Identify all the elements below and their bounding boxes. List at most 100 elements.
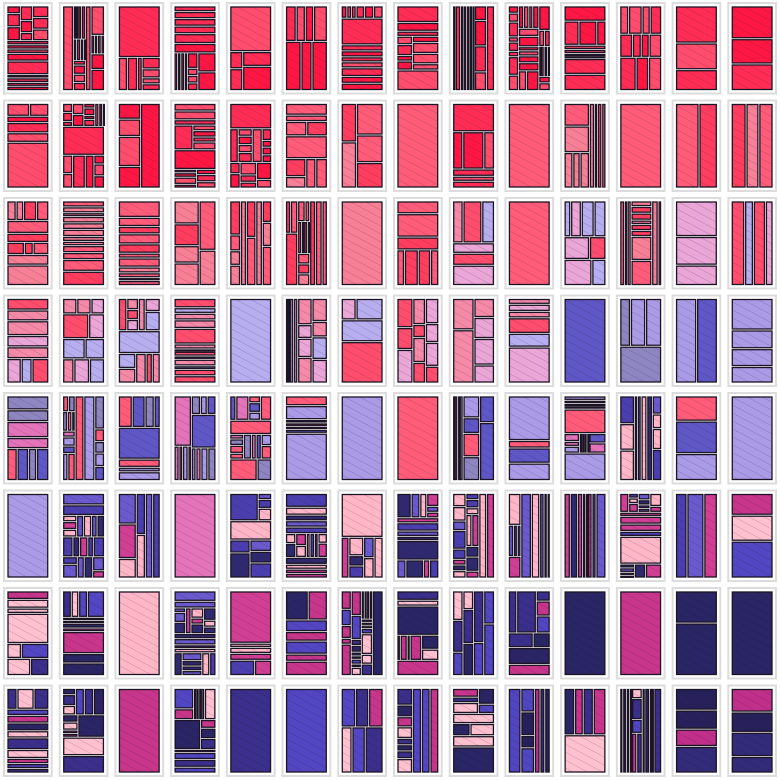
cell-hatch [33,7,48,17]
cell-hatch [8,738,48,749]
cell-hatch [175,349,215,351]
cell-hatch [565,404,605,406]
cell-hatch [63,447,75,453]
cell-hatch [342,57,382,61]
cell-hatch [453,494,465,506]
cell-hatch [453,132,462,169]
cell-hatch [633,35,641,57]
cell-hatch [509,397,550,440]
cell-hatch [188,83,197,90]
cell-hatch [201,720,215,728]
cell-hatch [119,689,160,772]
cell-hatch [8,724,48,730]
cell-hatch [307,534,310,557]
cell-hatch [413,689,421,772]
cell-hatch [676,624,717,675]
cell-hatch [653,397,661,414]
cell-hatch [8,87,48,90]
cell-hatch [539,47,541,76]
cell-hatch [453,550,465,559]
cell-hatch [8,27,20,40]
tile [3,684,53,777]
cell-hatch [183,653,201,660]
cell-hatch [732,757,772,772]
cell-hatch [119,472,160,480]
cell-hatch [63,217,104,222]
cell-hatch [766,202,772,285]
cell-hatch [650,35,661,57]
cell-hatch [73,156,85,187]
cell-hatch [302,222,304,253]
cell-hatch [194,689,196,719]
cell-hatch [632,221,651,224]
cell-hatch [373,592,382,675]
cell-hatch [230,397,235,420]
cell-hatch [509,312,550,317]
tile [504,99,555,192]
cell-hatch [509,334,550,347]
cell-hatch [230,494,258,520]
cell-hatch [453,714,494,723]
cell-hatch [243,52,271,66]
cell-hatch [8,494,48,577]
cell-hatch [241,202,246,285]
cell-hatch [594,689,605,734]
cell-hatch [241,175,256,182]
cell-hatch [471,724,494,735]
cell-hatch [63,663,104,675]
cell-hatch [202,653,209,675]
cell-hatch [175,44,215,52]
tile [727,684,777,777]
cell-hatch [352,665,361,667]
cell-hatch [141,104,160,187]
cell-hatch [183,671,201,675]
cell-hatch [143,78,160,83]
cell-hatch [586,494,588,577]
cell-hatch [175,653,182,675]
cell-hatch [119,268,160,272]
cell-hatch [84,109,94,115]
cell-hatch [146,299,160,311]
cell-hatch [230,553,249,577]
cell-hatch [313,322,327,336]
tile [281,2,332,95]
cell-hatch [143,58,160,68]
cell-hatch [732,542,772,577]
cell-hatch [102,36,104,53]
cell-hatch [545,47,547,76]
cell-hatch [357,299,382,319]
cell-hatch [74,7,76,39]
cell-hatch [119,137,140,166]
tile [3,489,53,582]
cell-hatch [319,534,327,543]
cell-hatch [517,592,536,632]
cell-hatch [474,339,494,365]
cell-hatch [175,613,185,622]
cell-hatch [398,397,438,480]
cell-hatch [398,494,411,517]
cell-hatch [342,84,382,90]
cell-hatch [463,132,483,169]
cell-hatch [565,153,572,187]
cell-hatch [296,546,306,557]
cell-hatch [175,397,191,446]
cell-hatch [288,299,290,382]
cell-hatch [579,22,596,45]
cell-hatch [463,592,473,609]
cell-hatch [422,636,438,649]
cell-hatch [535,689,540,772]
cell-hatch [509,202,550,285]
cell-hatch [230,648,271,653]
cell-hatch [565,46,605,49]
cell-hatch [545,689,550,772]
tile [504,684,555,777]
cell-hatch [590,434,605,442]
cell-hatch [286,42,301,90]
cell-hatch [620,494,628,512]
cell-hatch [286,420,327,422]
cell-hatch [244,435,251,459]
cell-hatch [63,756,104,772]
cell-hatch [8,449,17,480]
cell-hatch [63,223,104,229]
cell-hatch [642,397,646,480]
